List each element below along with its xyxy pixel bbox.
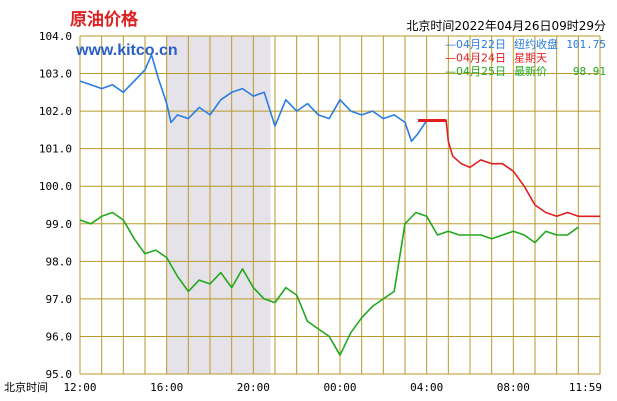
y-tick-label: 103.0 bbox=[39, 68, 72, 81]
shaded-session-region bbox=[166, 36, 271, 374]
series-line-apr25 bbox=[79, 211, 579, 357]
y-tick-label: 96.0 bbox=[46, 330, 73, 343]
price-series bbox=[79, 53, 600, 357]
shaded-region bbox=[166, 36, 271, 374]
legend: —04月22日 纽约收盘 101.75 —04月24日 星期天 —04月25日 最新价 98.… bbox=[445, 37, 606, 78]
x-tick-label: 11:59 bbox=[569, 381, 602, 394]
x-axis-prefix: 北京时间 bbox=[4, 380, 48, 394]
legend-value: 101.75 bbox=[566, 38, 606, 51]
series-line-apr24 bbox=[418, 119, 600, 218]
y-tick-label: 99.0 bbox=[46, 218, 73, 231]
x-tick-label: 04:00 bbox=[410, 381, 443, 394]
legend-label: 最新价 bbox=[514, 64, 547, 78]
y-tick-label: 102.0 bbox=[39, 105, 72, 118]
timestamp: 北京时间2022年04月26日09时29分 bbox=[406, 19, 606, 33]
legend-value: 98.91 bbox=[573, 65, 606, 78]
y-tick-label: 95.0 bbox=[46, 368, 73, 381]
site-url: www.kitco.cn bbox=[75, 42, 178, 59]
y-tick-label: 100.0 bbox=[39, 180, 72, 193]
series-line-apr22 bbox=[79, 53, 428, 142]
chart-title: 原油价格 bbox=[70, 9, 139, 30]
legend-label: 纽约收盘 bbox=[514, 37, 558, 51]
y-tick-label: 104.0 bbox=[39, 30, 72, 43]
y-axis-labels: 104.0 103.0 102.0 101.0 100.0 99.0 98.0 97.0 96.… bbox=[39, 30, 72, 381]
x-tick-label: 12:00 bbox=[63, 381, 96, 394]
legend-date: —04月24日 bbox=[445, 52, 506, 65]
x-tick-label: 08:00 bbox=[497, 381, 530, 394]
legend-date: —04月25日 bbox=[445, 65, 506, 78]
y-tick-label: 97.0 bbox=[46, 293, 73, 306]
x-tick-label: 20:00 bbox=[237, 381, 270, 394]
x-tick-label: 00:00 bbox=[323, 381, 356, 394]
legend-date: —04月22日 bbox=[445, 38, 506, 51]
y-tick-label: 98.0 bbox=[46, 255, 73, 268]
x-axis-labels: 北京时间 12:00 16:00 20:00 00:00 04:00 08:00 11:59 bbox=[4, 380, 602, 394]
x-tick-label: 16:00 bbox=[150, 381, 183, 394]
legend-label: 星期天 bbox=[514, 52, 547, 65]
y-tick-label: 101.0 bbox=[39, 143, 72, 156]
